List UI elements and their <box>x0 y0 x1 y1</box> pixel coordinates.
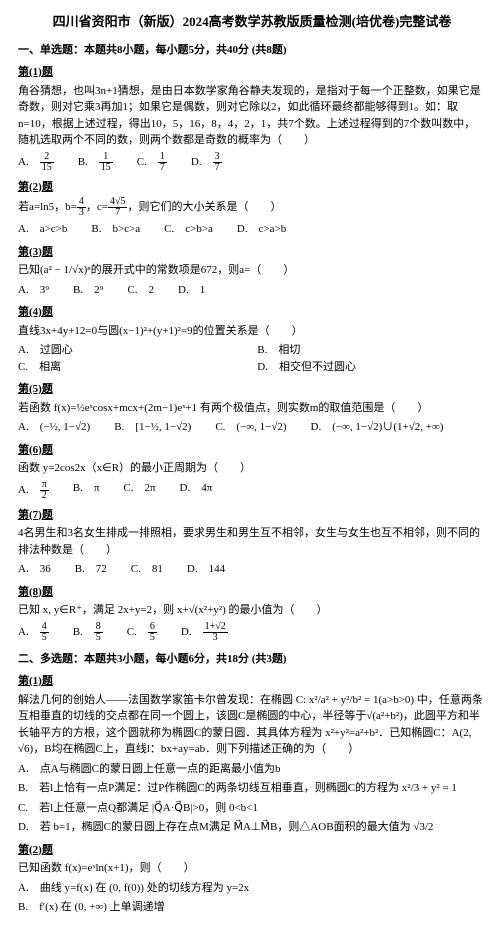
q6-choice-a: A. π2 <box>18 480 49 501</box>
q6-choice-c: C. 2π <box>123 480 155 501</box>
m2-choice-b: B. f′(x) 在 (0, +∞) 上单调递增 <box>18 899 486 916</box>
q1-choice-d: D. 37 <box>191 152 222 173</box>
q6-stem: 函数 y=2cos2x（x∈R）的最小正周期为（ ） <box>18 460 486 477</box>
q7-choice-c: C. 81 <box>131 561 163 578</box>
q4-choice-d: D. 相交但不过圆心 <box>257 359 472 376</box>
m2-choices: A. 曲线 y=f(x) 在 (0, f(0)) 处的切线方程为 y=2x B.… <box>18 880 486 916</box>
q8-choice-c: C. 65 <box>127 622 157 643</box>
m1-choices: A. 点A与椭圆C的蒙日圆上任意一点的距离最小值为b B. 若l上恰有一点P满足… <box>18 761 486 836</box>
q1-label: 第(1)题 <box>18 64 486 81</box>
q2-choices: A. a>c>b B. b>c>a C. c>b>a D. c>a>b <box>18 221 486 238</box>
q2-label: 第(2)题 <box>18 179 486 196</box>
q1-choice-c: C. 17 <box>137 152 167 173</box>
q2-choice-d: D. c>a>b <box>237 221 286 238</box>
q2-choice-b: B. b>c>a <box>91 221 140 238</box>
q7-choices: A. 36 B. 72 C. 81 D. 144 <box>18 561 486 578</box>
q5-choice-b: B. [1−½, 1−√2) <box>114 419 191 436</box>
q1-choice-b: B. 115 <box>78 152 113 173</box>
q7-label: 第(7)题 <box>18 507 486 524</box>
q5-choice-a: A. (−½, 1−√2) <box>18 419 90 436</box>
m1-label: 第(1)题 <box>18 673 486 690</box>
q2-stem: 若a=ln5，b=43，c=4√57，则它们的大小关系是（ ） <box>18 197 486 218</box>
q3-label: 第(3)题 <box>18 244 486 261</box>
q5-choices: A. (−½, 1−√2) B. [1−½, 1−√2) C. (−∞, 1−√… <box>18 419 486 436</box>
q4-label: 第(4)题 <box>18 304 486 321</box>
q3-choice-d: D. 1 <box>178 282 205 299</box>
q1-choice-a: A. 215 <box>18 152 54 173</box>
q4-choice-a: A. 过圆心 <box>18 342 233 359</box>
q4-choice-b: B. 相切 <box>257 342 472 359</box>
q5-choice-d: D. (−∞, 1−√2)∪(1+√2, +∞) <box>311 419 444 436</box>
section-2-head: 二、多选题：本题共3小题，每小题6分，共18分 (共3题) <box>18 651 486 668</box>
m2-stem: 已知函数 f(x)=eˣln(x+1)，则（ ） <box>18 860 486 877</box>
q8-label: 第(8)题 <box>18 584 486 601</box>
section-1-head: 一、单选题：本题共8小题，每小题5分，共40分 (共8题) <box>18 42 486 59</box>
q3-choice-c: C. 2 <box>127 282 154 299</box>
q1-stem: 角谷猜想，也叫3n+1猜想，是由日本数学家角谷静夫发现的，是指对于每一个正整数，… <box>18 83 486 149</box>
q3-choice-b: B. 2⁹ <box>73 282 103 299</box>
m1-choice-c: C. 若l上任意一点Q都满足 |Q⃗A·Q⃗B|>0，则 0<b<1 <box>18 800 486 817</box>
q6-choice-b: B. π <box>73 480 100 501</box>
q2-choice-c: C. c>b>a <box>164 221 213 238</box>
q3-stem: 已知(a² − 1/√x)ⁿ的展开式中的常数项是672，则a=（ ） <box>18 262 486 279</box>
m1-choice-b: B. 若l上恰有一点P满足：过P作椭圆C的两条切线互相垂直，则椭圆C的方程为 x… <box>18 780 486 797</box>
m1-stem: 解法几何的创始人——法国数学家笛卡尔曾发现：在椭圆 C: x²/a² + y²/… <box>18 692 486 758</box>
m2-choice-a: A. 曲线 y=f(x) 在 (0, f(0)) 处的切线方程为 y=2x <box>18 880 486 897</box>
q3-choices: A. 3⁹ B. 2⁹ C. 2 D. 1 <box>18 282 486 299</box>
q1-choices: A. 215 B. 115 C. 17 D. 37 <box>18 152 486 173</box>
q4-choice-c: C. 相离 <box>18 359 233 376</box>
q3-choice-a: A. 3⁹ <box>18 282 49 299</box>
q6-label: 第(6)题 <box>18 442 486 459</box>
q8-stem: 已知 x, y∈R⁺，满足 2x+y=2，则 x+√(x²+y²) 的最小值为（… <box>18 602 486 619</box>
q5-label: 第(5)题 <box>18 381 486 398</box>
q2-choice-a: A. a>c>b <box>18 221 67 238</box>
q4-stem: 直线3x+4y+12=0与圆(x−1)²+(y+1)²=9的位置关系是（ ） <box>18 323 486 340</box>
q6-choice-d: D. 4π <box>180 480 213 501</box>
q7-choice-b: B. 72 <box>75 561 107 578</box>
q7-choice-d: D. 144 <box>187 561 225 578</box>
m1-choice-d: D. 若 b=1，椭圆C的蒙日圆上存在点M满足 M⃗A⊥M⃗B，则△AOB面积的… <box>18 819 486 836</box>
q8-choice-d: D. 1+√23 <box>181 622 228 643</box>
q7-stem: 4名男生和3名女生排成一排照相，要求男生和男生互不相邻，女生与女生也互不相邻，则… <box>18 525 486 558</box>
q8-choices: A. 45 B. 85 C. 65 D. 1+√23 <box>18 622 486 643</box>
exam-title: 四川省资阳市（新版）2024高考数学苏教版质量检测(培优卷)完整试卷 <box>18 12 486 32</box>
q8-choice-a: A. 45 <box>18 622 49 643</box>
q6-choices: A. π2 B. π C. 2π D. 4π <box>18 480 486 501</box>
q7-choice-a: A. 36 <box>18 561 51 578</box>
m2-label: 第(2)题 <box>18 842 486 859</box>
m1-choice-a: A. 点A与椭圆C的蒙日圆上任意一点的距离最小值为b <box>18 761 486 778</box>
q5-stem: 若函数 f(x)=½eˣcosx+mcx+(2m−1)eˣ+1 有两个极值点，则… <box>18 400 486 417</box>
q4-choices: A. 过圆心 B. 相切 C. 相离 D. 相交但不过圆心 <box>18 342 486 375</box>
q5-choice-c: C. (−∞, 1−√2) <box>215 419 286 436</box>
q8-choice-b: B. 85 <box>73 622 103 643</box>
